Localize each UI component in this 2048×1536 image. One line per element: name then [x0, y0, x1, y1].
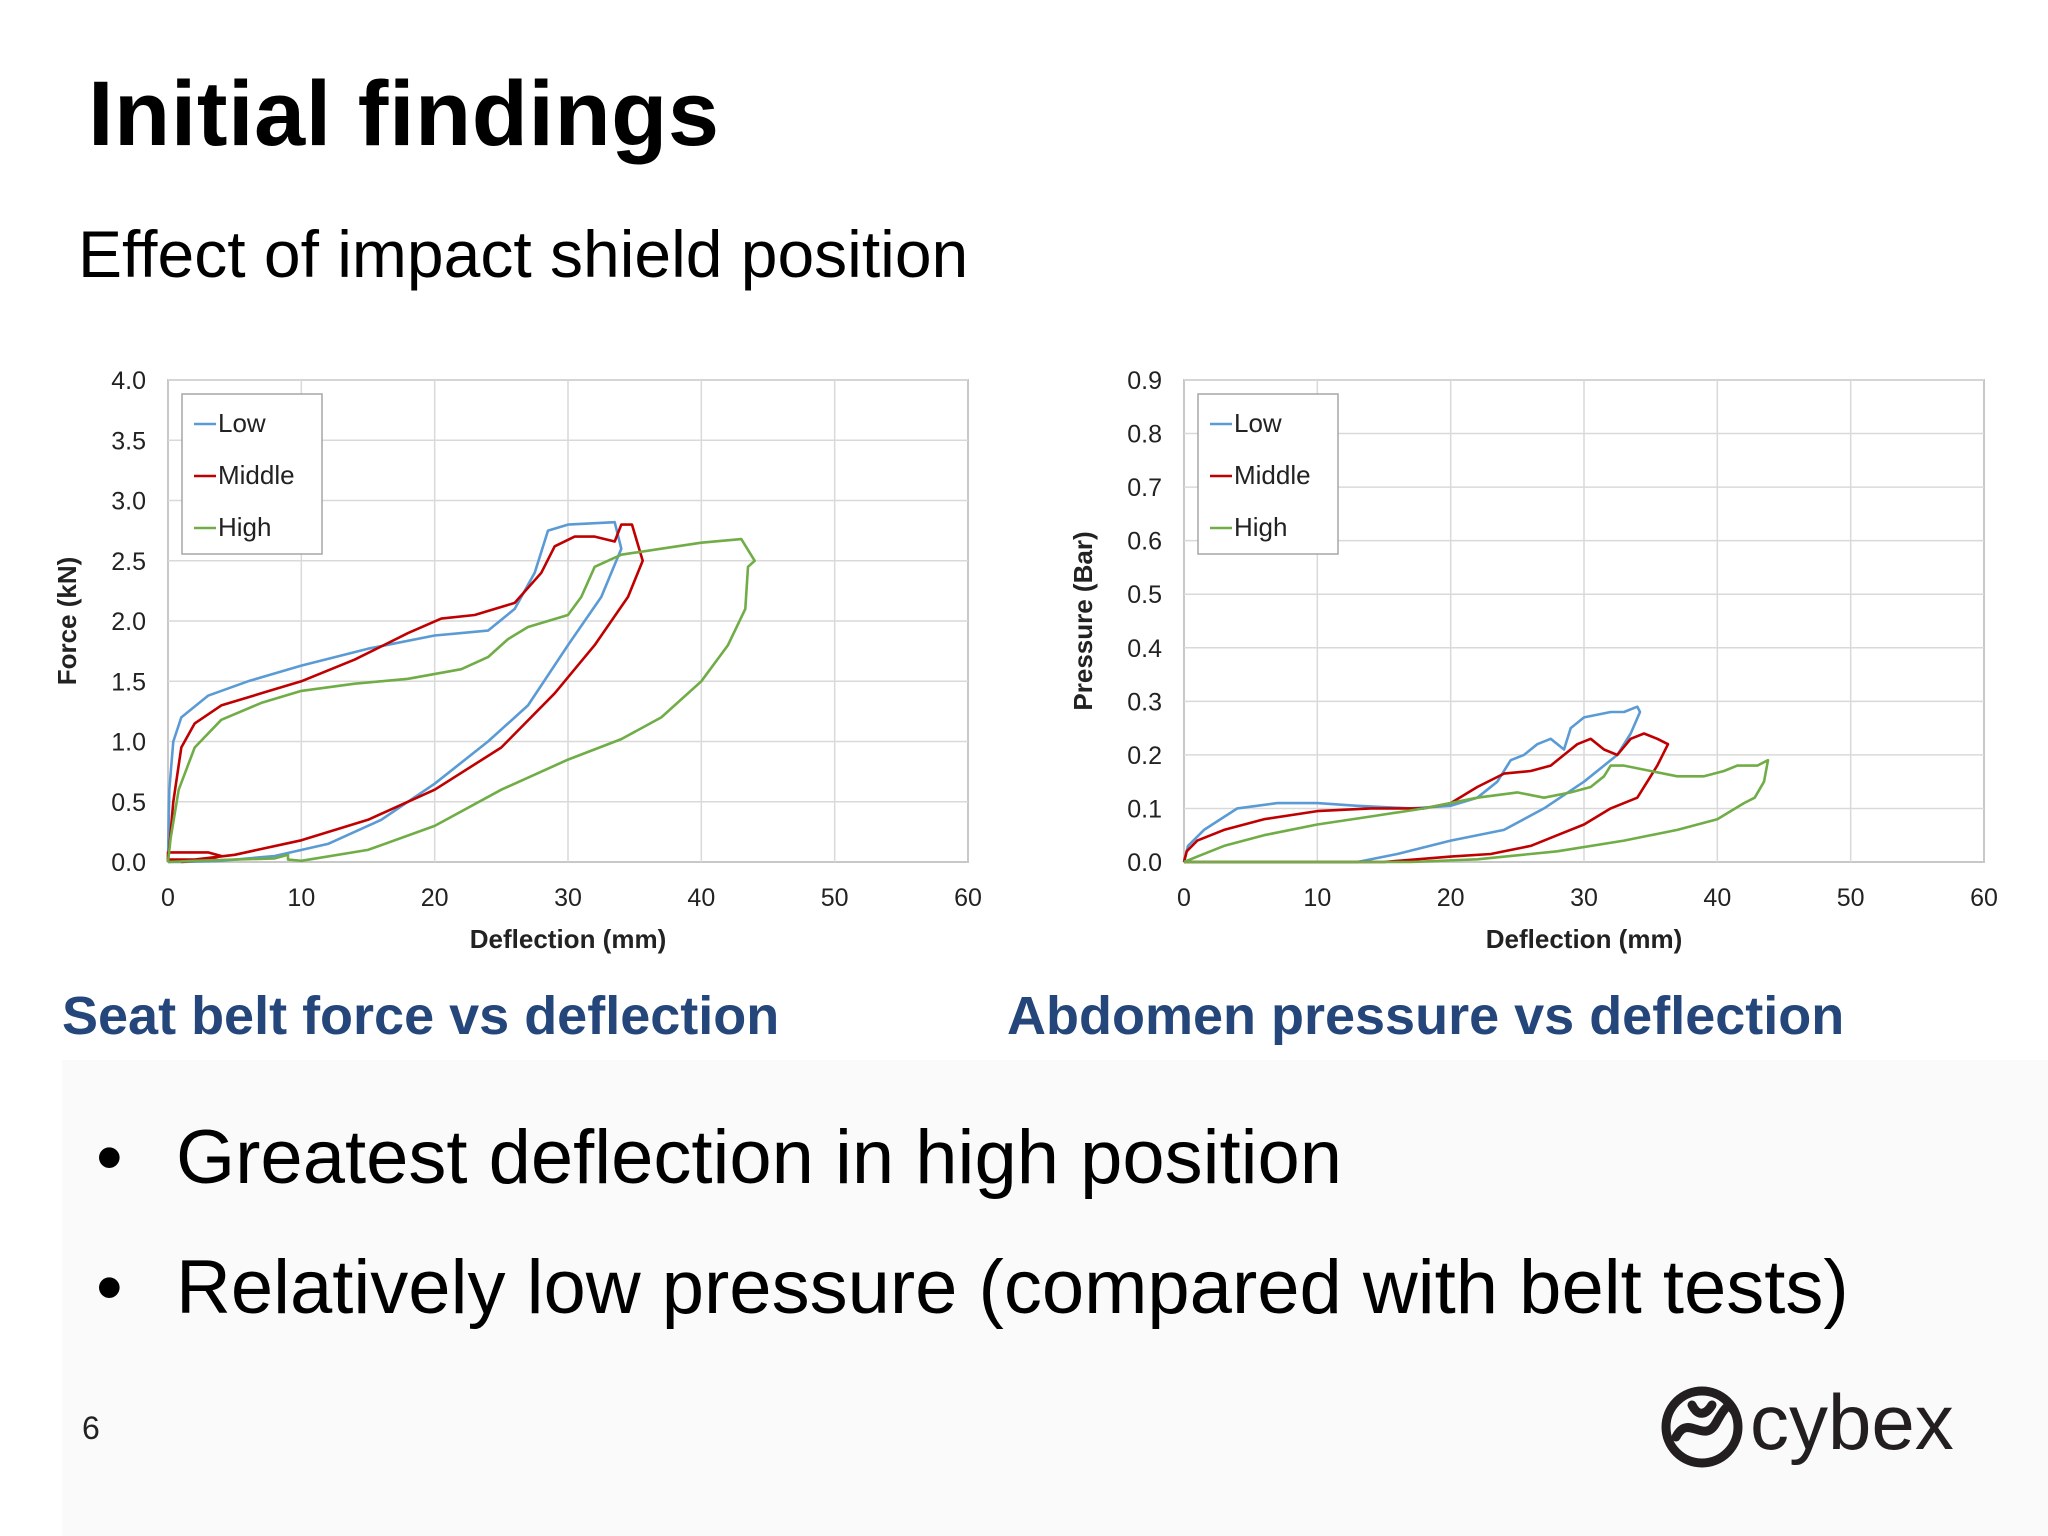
bullet-dot-icon: •: [96, 1115, 123, 1200]
x-tick-label: 40: [687, 884, 715, 912]
y-tick-label: 0.4: [1127, 635, 1162, 663]
x-tick-label: 50: [821, 884, 849, 912]
pressure-chart-caption: Abdomen pressure vs deflection: [1007, 986, 1845, 1046]
series-line-middle: [166, 523, 644, 864]
y-tick-label: 2.5: [111, 548, 146, 576]
chart-legend: Low Middle High: [181, 393, 323, 555]
x-tick-label: 30: [1570, 884, 1598, 912]
force-chart-svg: 0.0 0.5 1.0 1.5 2.0 2.5 3.0 3.5 4.0 0 10 20 30 40 50 60…: [52, 367, 982, 954]
y-tick-label: 3.5: [111, 427, 146, 455]
force-deflection-chart: 0.0 0.5 1.0 1.5 2.0 2.5 3.0 3.5 4.0 0 10 20 30 40 50 60…: [28, 340, 1038, 980]
y-tick-label: 0.8: [1127, 421, 1162, 449]
y-axis-label: Pressure (Bar): [1068, 531, 1098, 710]
y-tick-label: 0.0: [111, 849, 146, 877]
finding-item: • Relatively low pressure (compared with …: [96, 1240, 1856, 1336]
finding-text: Relatively low pressure (compared with b…: [176, 1245, 1849, 1330]
chart-legend: Low Middle High: [1197, 393, 1339, 555]
legend-label: Low: [218, 408, 266, 438]
slide-title: Initial findings: [88, 63, 720, 165]
pressure-chart-svg: 0.0 0.1 0.2 0.3 0.4 0.5 0.6 0.7 0.8 0.9 0 10 20 30 40 5…: [1068, 367, 1998, 954]
findings-list: • Greatest deflection in high position • R…: [96, 1110, 1856, 1370]
x-tick-label: 40: [1703, 884, 1731, 912]
y-tick-label: 0.3: [1127, 688, 1162, 716]
y-tick-label: 0.6: [1127, 528, 1162, 556]
legend-label: Low: [1234, 408, 1282, 438]
y-tick-label: 0.7: [1127, 474, 1162, 502]
finding-item: • Greatest deflection in high position: [96, 1110, 1856, 1206]
y-tick-label: 3.0: [111, 488, 146, 516]
y-axis-label: Force (kN): [52, 557, 82, 686]
x-tick-label: 20: [421, 884, 449, 912]
cybex-logo: cybex: [1661, 1378, 1954, 1468]
y-tick-label: 2.0: [111, 608, 146, 636]
y-tick-label: 0.0: [1127, 849, 1162, 877]
series-line-middle: [1182, 732, 1670, 864]
x-tick-label: 60: [954, 884, 982, 912]
finding-text: Greatest deflection in high position: [176, 1115, 1343, 1200]
bullet-dot-icon: •: [96, 1245, 123, 1330]
y-tick-label: 4.0: [111, 367, 146, 395]
y-tick-label: 0.1: [1127, 795, 1162, 823]
force-chart-caption: Seat belt force vs deflection: [62, 986, 780, 1046]
legend-label: High: [218, 512, 271, 542]
x-tick-label: 30: [554, 884, 582, 912]
series-line-low: [166, 520, 623, 864]
x-tick-label: 10: [1303, 884, 1331, 912]
x-tick-label: 20: [1437, 884, 1465, 912]
legend-label: High: [1234, 512, 1287, 542]
page-number: 6: [82, 1410, 100, 1446]
x-axis-label: Deflection (mm): [1486, 924, 1682, 954]
y-tick-label: 0.9: [1127, 367, 1162, 395]
logo-wordmark: cybex: [1750, 1378, 1954, 1466]
legend-label: Middle: [218, 460, 295, 490]
legend-label: Middle: [1234, 460, 1311, 490]
cybex-mark-icon: [1661, 1386, 1743, 1468]
y-tick-label: 0.5: [1127, 581, 1162, 609]
x-tick-label: 60: [1970, 884, 1998, 912]
x-axis-label: Deflection (mm): [470, 924, 666, 954]
series-line-high: [1183, 758, 1770, 864]
y-tick-label: 0.5: [111, 789, 146, 817]
y-tick-label: 1.5: [111, 668, 146, 696]
x-tick-label: 50: [1837, 884, 1865, 912]
y-tick-label: 0.2: [1127, 742, 1162, 770]
series-line-low: [1182, 705, 1642, 864]
x-tick-label: 10: [287, 884, 315, 912]
x-tick-label: 0: [1177, 884, 1191, 912]
pressure-deflection-chart: 0.0 0.1 0.2 0.3 0.4 0.5 0.6 0.7 0.8 0.9 0 10 20 30 40 5…: [1044, 340, 2048, 980]
series-line-high: [166, 537, 756, 864]
slide-subtitle: Effect of impact shield position: [78, 217, 969, 291]
y-tick-label: 1.0: [111, 729, 146, 757]
x-tick-label: 0: [161, 884, 175, 912]
